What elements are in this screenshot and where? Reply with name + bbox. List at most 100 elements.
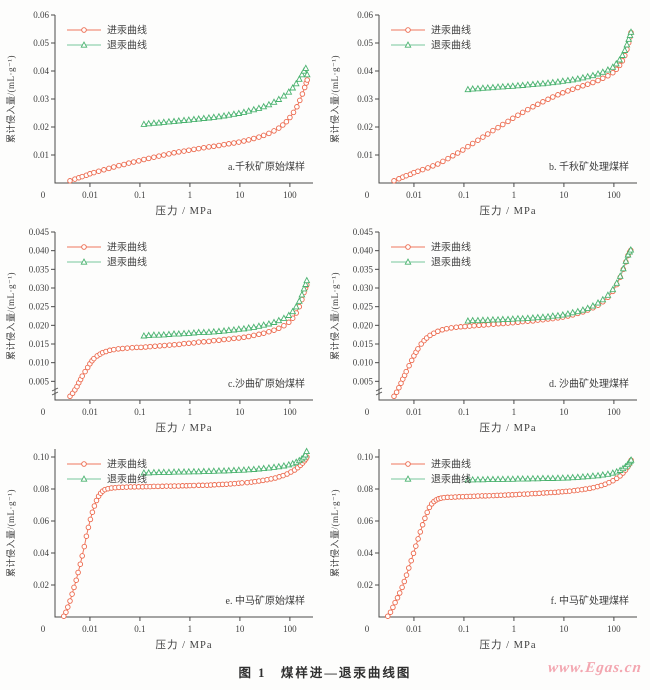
- svg-text:100: 100: [283, 624, 297, 634]
- svg-text:累计侵入量/(mL·g⁻¹): 累计侵入量/(mL·g⁻¹): [5, 489, 16, 577]
- svg-text:0.045: 0.045: [353, 227, 374, 237]
- svg-text:0.010: 0.010: [29, 358, 50, 368]
- svg-text:0.025: 0.025: [353, 302, 374, 312]
- svg-text:0.040: 0.040: [29, 246, 50, 256]
- svg-text:压力 / MPa: 压力 / MPa: [155, 421, 212, 434]
- svg-text:0.035: 0.035: [29, 264, 50, 274]
- svg-text:0.025: 0.025: [29, 302, 50, 312]
- svg-text:0.06: 0.06: [357, 10, 373, 20]
- svg-text:100: 100: [607, 190, 621, 200]
- svg-text:0.035: 0.035: [353, 264, 374, 274]
- svg-text:100: 100: [607, 407, 621, 417]
- svg-text:1: 1: [512, 190, 517, 200]
- svg-text:0.01: 0.01: [406, 407, 422, 417]
- svg-text:0.02: 0.02: [357, 580, 373, 590]
- svg-text:压力 / MPa: 压力 / MPa: [479, 204, 536, 217]
- svg-text:0.010: 0.010: [353, 358, 374, 368]
- svg-text:10: 10: [235, 624, 245, 634]
- svg-text:0.04: 0.04: [357, 548, 373, 558]
- chart-panel-d-shaqu-treated: 0.005 0.010 0.015 0.020 0.025 0.030 0.035 0.040…: [324, 220, 650, 437]
- svg-text:0.030: 0.030: [29, 283, 50, 293]
- svg-text:0.040: 0.040: [353, 246, 374, 256]
- svg-text:累计侵入量/(mL·g⁻¹): 累计侵入量/(mL·g⁻¹): [329, 272, 340, 360]
- svg-text:0.1: 0.1: [134, 624, 145, 634]
- svg-text:0.10: 0.10: [357, 452, 373, 462]
- svg-text:1: 1: [188, 624, 193, 634]
- svg-text:0.03: 0.03: [33, 94, 49, 104]
- svg-text:进汞曲线: 进汞曲线: [431, 458, 471, 471]
- svg-text:压力 / MPa: 压力 / MPa: [155, 638, 212, 651]
- svg-text:0.02: 0.02: [357, 122, 373, 132]
- svg-text:0: 0: [41, 190, 46, 200]
- svg-text:10: 10: [559, 407, 569, 417]
- chart-svg-d: 0.0050.0100.0150.0200.0250.0300.0350.040…: [329, 227, 637, 434]
- svg-text:0.005: 0.005: [29, 376, 50, 386]
- chart-panel-f-zhongma-treated: 0.02 0.04 0.06 0.08 0.10 0.01 0.1 1 10 100 0 压力 / M…: [324, 437, 650, 654]
- svg-text:0.1: 0.1: [134, 407, 145, 417]
- svg-text:压力 / MPa: 压力 / MPa: [479, 638, 536, 651]
- svg-text:0.01: 0.01: [33, 150, 49, 160]
- chart-svg-a: 0.01 0.02 0.03 0.04 0.05 0.06 0.01 0.1 1 10 100 0 压力…: [5, 10, 313, 217]
- figure-caption: 图 1 煤样进—退汞曲线图: [0, 662, 650, 681]
- svg-text:进汞曲线: 进汞曲线: [431, 241, 471, 254]
- svg-text:0.015: 0.015: [29, 339, 50, 349]
- svg-text:压力 / MPa: 压力 / MPa: [479, 421, 536, 434]
- svg-text:0.05: 0.05: [357, 38, 373, 48]
- svg-text:0: 0: [365, 624, 370, 634]
- svg-text:进汞曲线: 进汞曲线: [107, 24, 147, 37]
- svg-text:10: 10: [235, 407, 245, 417]
- svg-text:0: 0: [41, 624, 46, 634]
- svg-text:100: 100: [283, 407, 297, 417]
- watermark-text: www.Egas.cn: [547, 660, 643, 676]
- svg-text:10: 10: [559, 624, 569, 634]
- svg-text:f. 中马矿处理煤样: f. 中马矿处理煤样: [551, 594, 629, 607]
- svg-text:累计侵入量/(mL·g⁻¹): 累计侵入量/(mL·g⁻¹): [5, 272, 16, 360]
- svg-text:b. 千秋矿处理煤样: b. 千秋矿处理煤样: [549, 160, 629, 173]
- svg-text:压力 / MPa: 压力 / MPa: [155, 204, 212, 217]
- svg-text:100: 100: [283, 190, 297, 200]
- svg-text:0.030: 0.030: [353, 283, 374, 293]
- svg-text:0.01: 0.01: [82, 407, 98, 417]
- svg-text:0.01: 0.01: [406, 624, 422, 634]
- svg-text:0.08: 0.08: [33, 484, 49, 494]
- svg-text:0.04: 0.04: [33, 66, 49, 76]
- chart-svg-b: 0.01 0.02 0.03 0.04 0.05 0.06 0.01 0.1 1 10 100 0 压力…: [329, 10, 637, 217]
- svg-text:e. 中马矿原始煤样: e. 中马矿原始煤样: [226, 594, 305, 607]
- svg-text:累计侵入量/(mL·g⁻¹): 累计侵入量/(mL·g⁻¹): [329, 489, 340, 577]
- svg-text:0.10: 0.10: [33, 452, 49, 462]
- chart-panel-e-zhongma-raw: 0.02 0.04 0.06 0.08 0.10 0.01 0.1 1 10 100 0 压力 / M…: [0, 437, 326, 654]
- svg-text:1: 1: [512, 407, 517, 417]
- svg-text:进汞曲线: 进汞曲线: [431, 24, 471, 37]
- svg-text:0.1: 0.1: [458, 407, 469, 417]
- svg-text:0.04: 0.04: [33, 548, 49, 558]
- chart-panel-c-shaqu-raw: 0.005 0.010 0.015 0.020 0.025 0.030 0.035 0.040…: [0, 220, 326, 437]
- svg-text:0.06: 0.06: [357, 516, 373, 526]
- svg-text:0.1: 0.1: [134, 190, 145, 200]
- svg-text:10: 10: [235, 190, 245, 200]
- svg-text:0.02: 0.02: [33, 580, 49, 590]
- chart-svg-c: 0.0050.0100.0150.0200.0250.0300.0350.040…: [5, 227, 313, 434]
- svg-text:退汞曲线: 退汞曲线: [431, 256, 471, 269]
- figure-caption-text: 图 1 煤样进—退汞曲线图: [238, 666, 412, 680]
- svg-text:进汞曲线: 进汞曲线: [107, 241, 147, 254]
- svg-text:累计侵入量/(mL·g⁻¹): 累计侵入量/(mL·g⁻¹): [5, 55, 16, 143]
- svg-text:0: 0: [41, 407, 46, 417]
- chart-svg-e: 0.02 0.04 0.06 0.08 0.10 0.01 0.1 1 10 100 0 压力 / M…: [5, 447, 313, 651]
- svg-text:0.06: 0.06: [33, 516, 49, 526]
- svg-text:a.千秋矿原始煤样: a.千秋矿原始煤样: [228, 160, 305, 173]
- svg-text:0.08: 0.08: [357, 484, 373, 494]
- svg-text:1: 1: [188, 190, 193, 200]
- svg-text:0.01: 0.01: [82, 190, 98, 200]
- svg-text:d. 沙曲矿处理煤样: d. 沙曲矿处理煤样: [549, 377, 629, 390]
- svg-text:10: 10: [559, 190, 569, 200]
- svg-text:0.1: 0.1: [458, 190, 469, 200]
- svg-text:0.02: 0.02: [33, 122, 49, 132]
- svg-text:100: 100: [607, 624, 621, 634]
- svg-text:0: 0: [365, 407, 370, 417]
- svg-text:0.015: 0.015: [353, 339, 374, 349]
- svg-text:退汞曲线: 退汞曲线: [431, 39, 471, 52]
- svg-text:进汞曲线: 进汞曲线: [107, 458, 147, 471]
- svg-text:退汞曲线: 退汞曲线: [431, 473, 471, 486]
- svg-text:0.01: 0.01: [357, 150, 373, 160]
